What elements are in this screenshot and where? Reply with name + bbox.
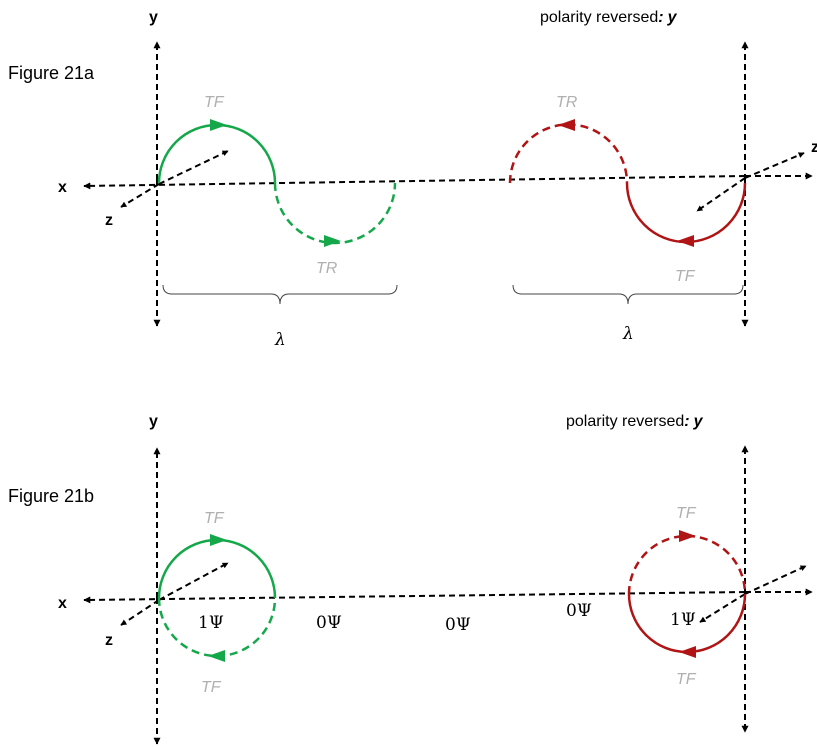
red-arrowhead-bottom [679,646,696,658]
red-arrowhead-bottom [677,235,694,247]
x-axis-label: x [58,179,67,196]
figure-title: Figure 21a [8,63,95,83]
polarity-y-axis: y [667,9,678,26]
tf-label-right: TF [675,268,696,285]
red-arrowhead-top [558,119,575,131]
y-axis-label-left: y [149,9,158,26]
z-axis-right-back [696,177,746,212]
z-axis-left-back [120,599,160,626]
red-wave-solid [625,182,747,244]
red-wave-dashed [508,123,629,184]
z-axis-left-back [120,183,160,208]
green-wave-negative [273,182,397,245]
tr-label-left: TR [316,260,338,277]
tf-label-right-bottom: TF [676,671,697,688]
x-axis-left-arrow [83,175,746,190]
green-arrowhead-bottom [324,235,341,247]
lambda-label-left: λ [274,330,286,350]
tf-label-left-top: TF [204,510,225,527]
psi-label: 1Ψ [670,610,696,630]
green-arrowhead-top [210,119,227,131]
polarity-colon: : [684,413,689,430]
tf-label-right-top: TF [676,505,697,522]
figure-21a: y polarity reversed: y Figure 21a x z z T… [8,9,817,350]
z-axis-label-left: z [105,632,113,649]
z-axis-label-left: z [105,212,113,229]
x-axis-label: x [58,595,67,612]
green-loop-dashed [157,597,277,658]
figure-title: Figure 21b [8,486,94,506]
tf-label-left-bottom: TF [201,679,222,696]
psi-label: 0Ψ [316,613,342,633]
polarity-reversed-label: polarity reversed: y [566,413,704,430]
z-axis-right-forward [744,152,805,179]
tf-label-left: TF [204,94,225,111]
green-arrowhead-top [210,534,227,546]
z-axis-right-back [699,593,746,623]
x-axis-left-arrow [83,591,746,604]
psi-label: 0Ψ [445,615,471,635]
figure-21b: y polarity reversed: y Figure 21b x z TF … [8,413,813,745]
tr-label-right: TR [556,94,578,111]
polarity-y-axis: y [693,413,704,430]
red-arrowhead-top [679,530,696,542]
polarity-reversed-label: polarity reversed: y [540,9,678,26]
z-axis-label-right: z [811,139,817,156]
green-arrowhead-bottom [208,650,225,662]
polarity-colon: : [658,9,663,26]
psi-label: 0Ψ [566,601,592,621]
polarity-reversed-text: polarity reversed [566,413,684,430]
polarity-reversed-text: polarity reversed [540,9,658,26]
z-axis-right-forward [744,565,807,595]
psi-label: 1Ψ [198,613,224,633]
wavelength-brace-left [162,284,398,305]
z-axis-left-forward [158,562,229,601]
red-loop-dashed [627,534,747,595]
y-axis-label-left: y [149,413,158,430]
lambda-label-right: λ [622,324,634,344]
wavelength-brace-right [512,284,744,305]
z-axis-left-forward [158,150,229,185]
green-wave-positive [157,123,277,184]
